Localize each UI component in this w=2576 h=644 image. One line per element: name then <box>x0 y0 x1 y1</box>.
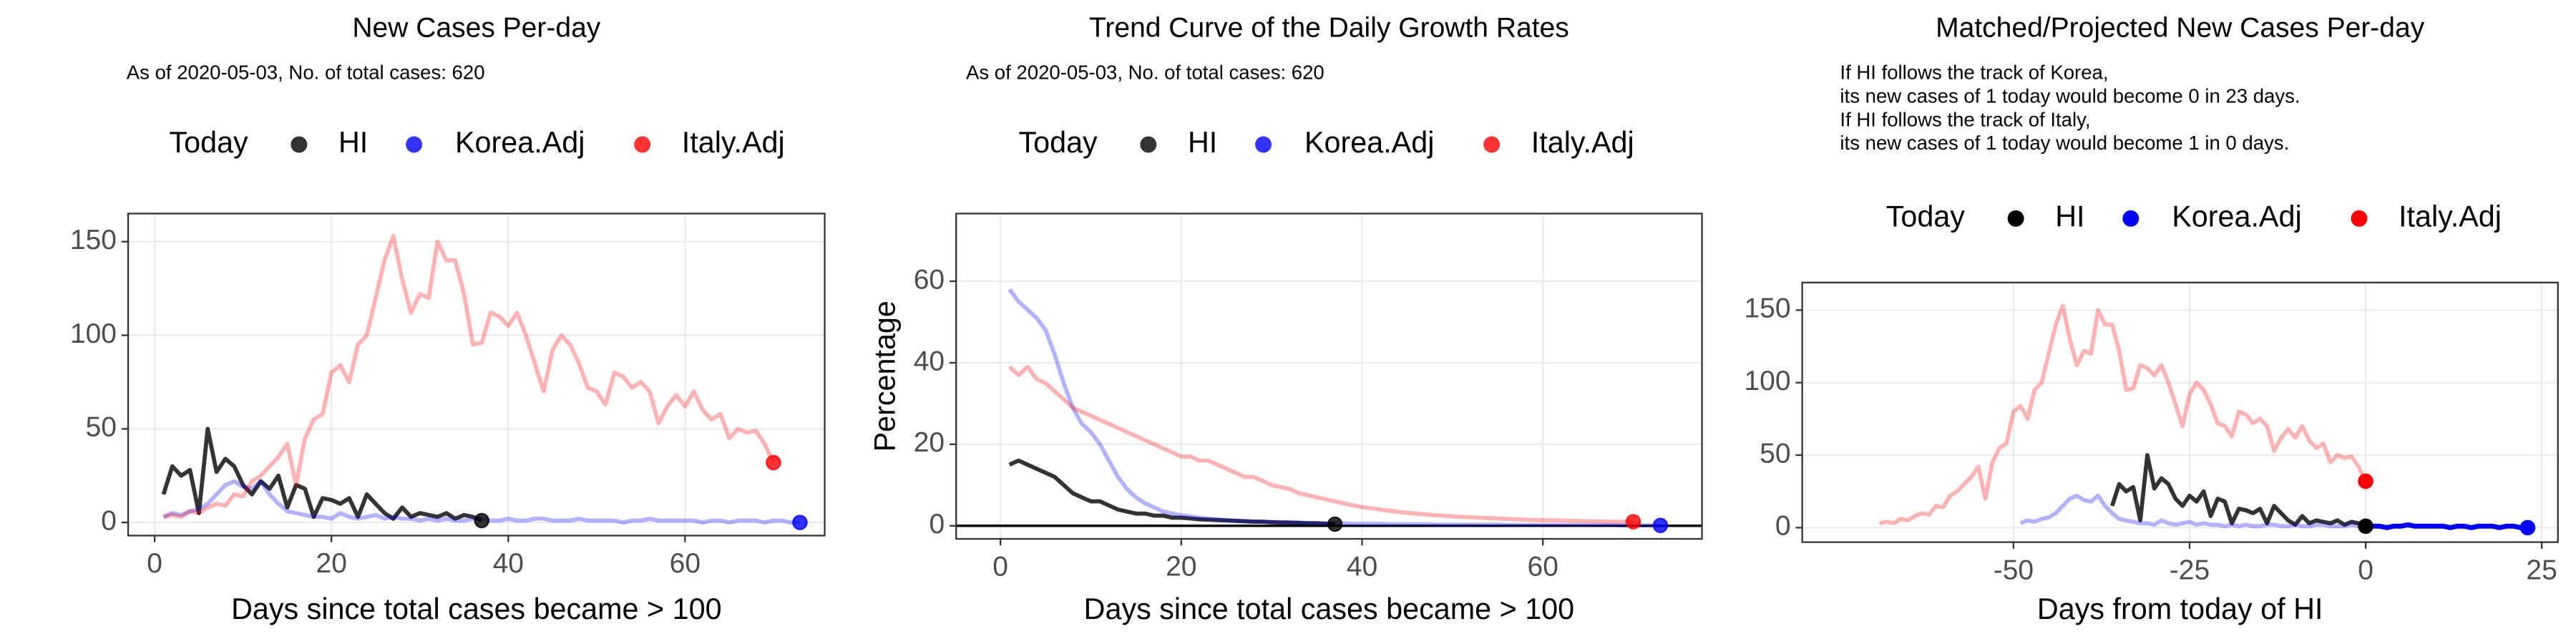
today-point <box>1625 514 1641 530</box>
x-tick-label: 60 <box>1528 552 1558 582</box>
legend-marker <box>2007 210 2024 227</box>
chart-subtitle: As of 2020-05-03, No. of total cases: 62… <box>127 62 485 84</box>
chart-subtitle: If HI follows the track of Italy, <box>1840 108 2090 130</box>
x-tick-label: 0 <box>147 548 162 579</box>
today-point <box>792 514 808 530</box>
today-point <box>766 454 781 471</box>
legend-label: Italy.Adj <box>682 126 785 159</box>
legend-label: HI <box>338 126 368 159</box>
series-line <box>2366 522 2528 530</box>
chart-panel: New Cases Per-day As of 2020-05-03, No. o… <box>70 13 826 625</box>
x-axis-label: Days from today of HI <box>2037 592 2323 625</box>
legend-marker <box>1255 136 1272 153</box>
legend-label: Korea.Adj <box>1304 126 1434 159</box>
y-tick-label: 0 <box>929 509 945 540</box>
legend-marker <box>1483 136 1501 153</box>
y-tick-label: 0 <box>1775 511 1791 542</box>
legend-label: HI <box>2055 200 2084 233</box>
today-point <box>474 512 490 529</box>
today-point <box>2358 518 2373 535</box>
series-line <box>2019 493 2366 529</box>
chart-subtitle: its new cases of 1 today would become 1 … <box>1840 132 2289 154</box>
chart-panel: Trend Curve of the Daily Growth Rates As … <box>869 13 1703 625</box>
series-line <box>1879 303 2368 526</box>
series-line <box>161 426 483 523</box>
x-axis-label: Days since total cases became > 100 <box>231 592 721 625</box>
x-tick-label: 25 <box>2526 555 2557 585</box>
plot-border <box>1801 281 2559 543</box>
legend-title: Today <box>1018 126 1098 159</box>
y-tick-label: 40 <box>914 346 945 376</box>
plot-background <box>1802 282 2558 542</box>
chart-title: Matched/Projected New Cases Per-day <box>1936 13 2425 44</box>
legend-marker <box>2351 210 2368 227</box>
chart-title: New Cases Per-day <box>352 13 600 44</box>
legend-marker <box>634 136 651 153</box>
chart-title: Trend Curve of the Daily Growth Rates <box>1089 13 1569 44</box>
plot-border <box>955 213 1703 540</box>
x-axis-label: Days since total cases became > 100 <box>1084 592 1574 625</box>
today-point <box>1327 516 1343 532</box>
x-tick-label: -50 <box>1994 555 2034 585</box>
x-tick-label: -25 <box>2170 555 2210 585</box>
series-line <box>1008 364 1634 525</box>
x-tick-label: 0 <box>2358 555 2373 585</box>
today-point <box>2519 519 2536 536</box>
y-tick-label: 50 <box>86 412 117 443</box>
chart-subtitle: its new cases of 1 today would become 0 … <box>1840 84 2300 107</box>
legend-marker <box>1140 136 1157 153</box>
chart-subtitle: If HI follows the track of Korea, <box>1840 62 2108 84</box>
today-point <box>2358 473 2373 489</box>
series-line <box>162 233 776 519</box>
legend-marker <box>2122 210 2140 227</box>
x-tick-label: 60 <box>670 548 701 579</box>
legend-title: Today <box>1886 200 1966 233</box>
legend-marker <box>291 136 308 153</box>
legend-label: HI <box>1188 126 1217 159</box>
plot-border <box>127 213 826 537</box>
y-tick-label: 150 <box>70 225 117 255</box>
x-tick-label: 20 <box>316 548 347 579</box>
today-point <box>1652 517 1669 534</box>
y-tick-label: 0 <box>101 505 117 536</box>
y-tick-label: 150 <box>1744 293 1790 324</box>
x-tick-label: 0 <box>992 552 1008 582</box>
legend-label: Korea.Adj <box>2172 200 2301 233</box>
y-tick-label: 100 <box>1744 366 1790 396</box>
y-tick-label: 20 <box>914 427 945 458</box>
legend-marker <box>406 136 423 153</box>
plot-background <box>128 213 825 536</box>
x-tick-label: 40 <box>1347 552 1377 582</box>
y-tick-label: 50 <box>1760 438 1790 469</box>
x-tick-label: 20 <box>1166 552 1196 582</box>
y-axis-label: Percentage <box>869 301 902 452</box>
legend-label: Italy.Adj <box>1531 126 1634 159</box>
chart-panel: Matched/Projected New Cases Per-day If HI… <box>1744 13 2559 625</box>
x-tick-label: 40 <box>493 548 524 579</box>
y-tick-label: 100 <box>70 318 117 349</box>
legend-label: Italy.Adj <box>2399 200 2502 233</box>
plot-background <box>956 213 1702 540</box>
series-line <box>2109 453 2367 529</box>
legend-label: Korea.Adj <box>455 126 585 159</box>
legend-title: Today <box>169 126 248 159</box>
y-tick-label: 60 <box>914 264 945 295</box>
series-line <box>1008 458 1335 527</box>
chart-subtitle: As of 2020-05-03, No. of total cases: 62… <box>966 62 1324 84</box>
